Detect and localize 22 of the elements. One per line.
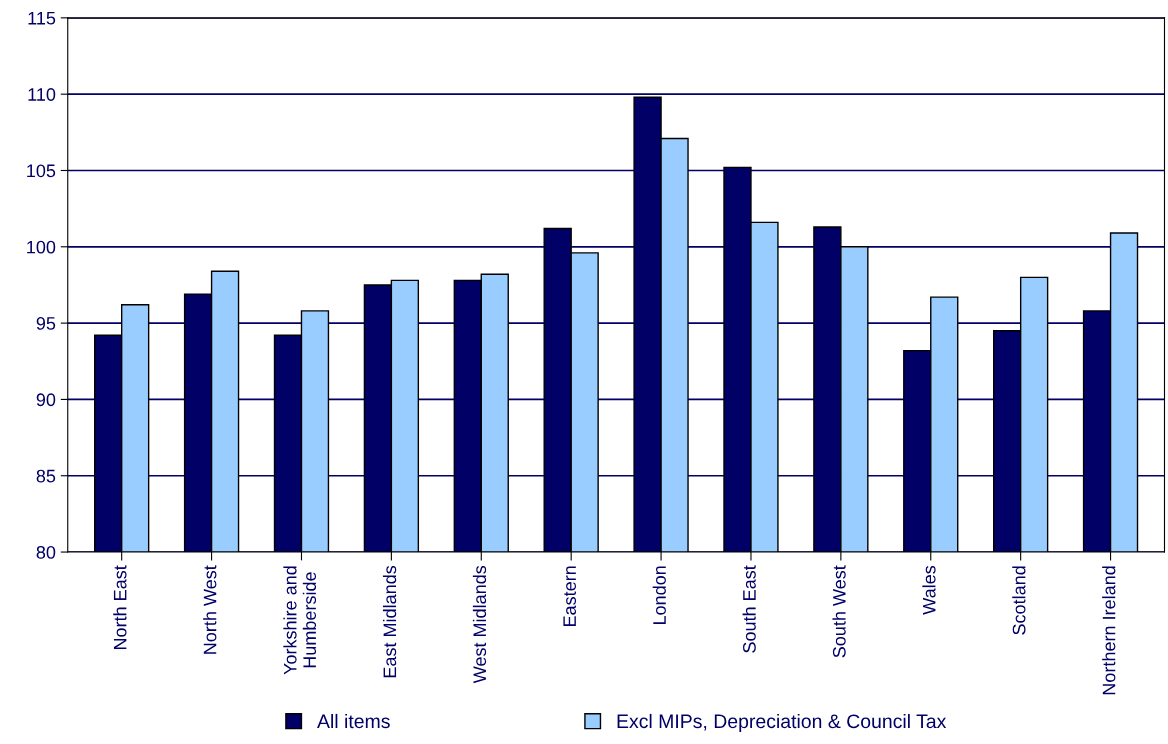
x-tick-label: West Midlands: [472, 565, 487, 684]
y-tick-label: 115: [28, 11, 56, 25]
x-tick-label: North West: [203, 565, 217, 654]
x-tick-label: Wales: [922, 565, 936, 615]
legend-label: All items: [317, 713, 390, 729]
y-tick-label: 85: [36, 469, 56, 483]
x-tick-label: Scotland: [1012, 566, 1026, 635]
x-tick-label: East Midlands: [382, 565, 397, 678]
y-tick-label: 80: [36, 545, 56, 559]
y-tick-label: 110: [28, 88, 56, 101]
y-tick-label: 90: [36, 393, 56, 407]
legend-label: Excl MIPs, Depreciation & Council Tax: [617, 713, 947, 733]
y-tick-label: 105: [27, 164, 56, 178]
x-tick-label: North East: [113, 565, 127, 650]
y-tick-label: 95: [36, 317, 56, 330]
x-tick-label: South West: [832, 565, 846, 658]
x-tick-label: Yorkshire and Humberside: [283, 566, 317, 675]
x-tick-label: Eastern: [563, 566, 577, 626]
y-tick-label: 100: [27, 240, 56, 254]
x-tick-label: London: [652, 566, 666, 624]
x-tick-label: Northern Ireland: [1102, 566, 1116, 695]
x-tick-label: South East: [742, 565, 756, 653]
